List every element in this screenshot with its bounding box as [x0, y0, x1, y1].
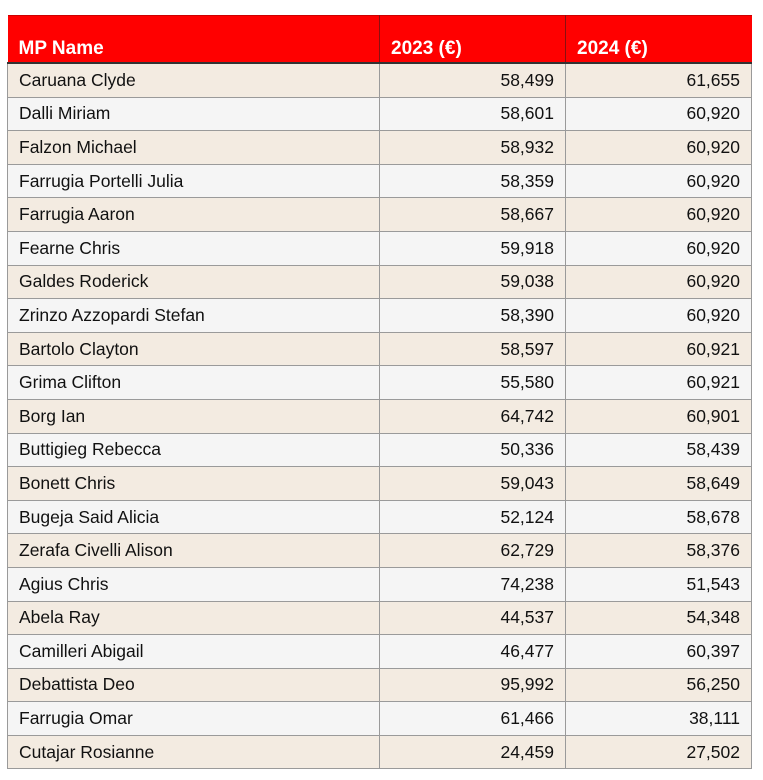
header-mp-name: MP Name [7, 15, 380, 64]
table-row: Farrugia Omar 61,466 38,111 [7, 701, 752, 736]
mp-salary-table: MP Name 2023 (€) 2024 (€) Caruana Clyde 5… [7, 15, 752, 770]
table-row: Farrugia Portelli Julia 58,359 60,920 [7, 163, 752, 199]
cell-mp-name: Farrugia Aaron [7, 197, 380, 232]
table-row: Abela Ray 44,537 54,348 [7, 600, 752, 636]
table-row: Zerafa Civelli Alison 62,729 58,376 [7, 533, 752, 568]
cell-2024: 60,920 [565, 264, 752, 300]
cell-mp-name: Dalli Miriam [7, 96, 380, 132]
cell-mp-name: Agius Chris [7, 566, 380, 602]
cell-mp-name: Camilleri Abigail [7, 634, 380, 669]
cell-mp-name: Bugeja Said Alicia [7, 499, 380, 535]
table-row: Galdes Roderick 59,038 60,920 [7, 264, 752, 300]
table-row: Farrugia Aaron 58,667 60,920 [7, 197, 752, 232]
cell-mp-name: Buttigieg Rebecca [7, 432, 380, 468]
table-body: Caruana Clyde 58,499 61,655 Dalli Miriam 58,… [7, 62, 752, 770]
cell-mp-name: Caruana Clyde [7, 62, 380, 98]
table-row: Agius Chris 74,238 51,543 [7, 566, 752, 602]
table-row: Borg Ian 64,742 60,901 [7, 398, 752, 434]
cell-2024: 60,921 [565, 365, 752, 400]
cell-2024: 61,655 [565, 62, 752, 98]
cell-mp-name: Debattista Deo [7, 667, 380, 703]
cell-2023: 62,729 [379, 533, 566, 568]
cell-mp-name: Zerafa Civelli Alison [7, 533, 380, 568]
table-row: Debattista Deo 95,992 56,250 [7, 667, 752, 703]
cell-2023: 55,580 [379, 365, 566, 400]
cell-2023: 58,932 [379, 130, 566, 165]
table-row: Bartolo Clayton 58,597 60,921 [7, 331, 752, 367]
cell-mp-name: Zrinzo Azzopardi Stefan [7, 298, 380, 333]
cell-2023: 46,477 [379, 634, 566, 669]
cell-2024: 27,502 [565, 734, 752, 770]
cell-mp-name: Abela Ray [7, 600, 380, 636]
cell-2023: 58,667 [379, 197, 566, 232]
cell-2024: 51,543 [565, 566, 752, 602]
table-row: Camilleri Abigail 46,477 60,397 [7, 634, 752, 669]
cell-2024: 58,678 [565, 499, 752, 535]
table-row: Fearne Chris 59,918 60,920 [7, 230, 752, 266]
cell-2023: 44,537 [379, 600, 566, 636]
cell-2024: 60,397 [565, 634, 752, 669]
cell-2024: 60,920 [565, 163, 752, 199]
cell-mp-name: Galdes Roderick [7, 264, 380, 300]
cell-2024: 60,920 [565, 96, 752, 132]
cell-2024: 60,921 [565, 331, 752, 367]
header-2024: 2024 (€) [565, 15, 752, 64]
table-row: Falzon Michael 58,932 60,920 [7, 130, 752, 165]
cell-mp-name: Bonett Chris [7, 466, 380, 501]
table-row: Grima Clifton 55,580 60,921 [7, 365, 752, 400]
cell-2024: 54,348 [565, 600, 752, 636]
cell-2023: 95,992 [379, 667, 566, 703]
table-row: Caruana Clyde 58,499 61,655 [7, 62, 752, 98]
cell-2023: 58,499 [379, 62, 566, 98]
table-row: Cutajar Rosianne 24,459 27,502 [7, 734, 752, 770]
table-row: Dalli Miriam 58,601 60,920 [7, 96, 752, 132]
cell-mp-name: Borg Ian [7, 398, 380, 434]
cell-2023: 59,043 [379, 466, 566, 501]
cell-mp-name: Farrugia Omar [7, 701, 380, 736]
header-row: MP Name 2023 (€) 2024 (€) [7, 15, 752, 64]
cell-2024: 58,649 [565, 466, 752, 501]
cell-2023: 61,466 [379, 701, 566, 736]
cell-2024: 58,439 [565, 432, 752, 468]
cell-2023: 50,336 [379, 432, 566, 468]
cell-2023: 64,742 [379, 398, 566, 434]
table-row: Bugeja Said Alicia 52,124 58,678 [7, 499, 752, 535]
cell-2024: 38,111 [565, 701, 752, 736]
cell-2024: 58,376 [565, 533, 752, 568]
cell-mp-name: Cutajar Rosianne [7, 734, 380, 770]
cell-2024: 60,920 [565, 197, 752, 232]
cell-mp-name: Grima Clifton [7, 365, 380, 400]
header-2023: 2023 (€) [379, 15, 566, 64]
cell-2023: 59,038 [379, 264, 566, 300]
cell-2023: 58,597 [379, 331, 566, 367]
cell-2023: 58,601 [379, 96, 566, 132]
table-row: Zrinzo Azzopardi Stefan 58,390 60,920 [7, 298, 752, 333]
cell-mp-name: Fearne Chris [7, 230, 380, 266]
cell-2024: 60,920 [565, 130, 752, 165]
cell-2023: 74,238 [379, 566, 566, 602]
cell-2024: 60,901 [565, 398, 752, 434]
table-row: Buttigieg Rebecca 50,336 58,439 [7, 432, 752, 468]
cell-2024: 56,250 [565, 667, 752, 703]
cell-2023: 58,390 [379, 298, 566, 333]
cell-2024: 60,920 [565, 298, 752, 333]
cell-mp-name: Falzon Michael [7, 130, 380, 165]
cell-mp-name: Farrugia Portelli Julia [7, 163, 380, 199]
cell-2023: 59,918 [379, 230, 566, 266]
cell-2023: 58,359 [379, 163, 566, 199]
cell-mp-name: Bartolo Clayton [7, 331, 380, 367]
cell-2023: 24,459 [379, 734, 566, 770]
table-row: Bonett Chris 59,043 58,649 [7, 466, 752, 501]
table-header: MP Name 2023 (€) 2024 (€) [7, 15, 752, 64]
cell-2024: 60,920 [565, 230, 752, 266]
cell-2023: 52,124 [379, 499, 566, 535]
